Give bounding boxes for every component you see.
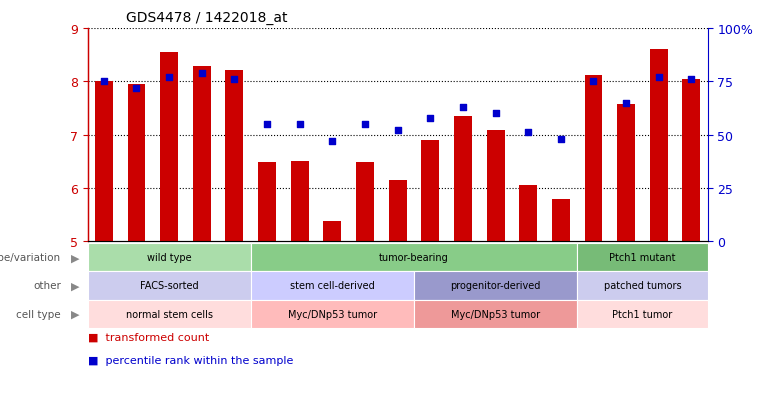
Text: tumor-bearing: tumor-bearing [379, 253, 449, 263]
Text: Ptch1 tumor: Ptch1 tumor [613, 309, 673, 319]
Bar [225, 70, 244, 242]
Bar [128, 85, 145, 242]
Bar [356, 163, 374, 242]
Point [555, 136, 567, 143]
Text: genotype/variation: genotype/variation [0, 253, 61, 263]
Point [489, 111, 501, 117]
Text: ▶: ▶ [72, 253, 80, 263]
Point [522, 130, 534, 136]
Point [457, 104, 469, 111]
Text: ■  percentile rank within the sample: ■ percentile rank within the sample [88, 355, 293, 365]
Text: ▶: ▶ [72, 281, 80, 291]
Text: stem cell-derived: stem cell-derived [290, 281, 374, 291]
Point [261, 121, 273, 128]
Bar [323, 221, 342, 242]
Bar [552, 199, 570, 242]
Bar [486, 131, 505, 242]
Bar [95, 82, 113, 242]
Text: Myc/DNp53 tumor: Myc/DNp53 tumor [288, 309, 377, 319]
Point [424, 115, 436, 121]
Text: Ptch1 mutant: Ptch1 mutant [610, 253, 676, 263]
Bar [683, 79, 700, 242]
Text: FACS-sorted: FACS-sorted [140, 281, 199, 291]
Point [228, 77, 240, 83]
Bar [291, 162, 309, 242]
Point [391, 128, 403, 134]
Bar [519, 186, 537, 242]
Bar [389, 180, 406, 242]
Text: GDS4478 / 1422018_at: GDS4478 / 1422018_at [126, 11, 287, 25]
Point [587, 79, 600, 85]
Bar [584, 76, 603, 242]
Text: patched tumors: patched tumors [603, 281, 681, 291]
Bar [193, 67, 211, 242]
Bar [454, 116, 472, 242]
Point [130, 85, 142, 92]
Point [620, 100, 632, 107]
Point [359, 121, 371, 128]
Point [163, 74, 175, 81]
Text: ■  transformed count: ■ transformed count [88, 332, 209, 342]
Text: ▶: ▶ [72, 309, 80, 319]
Text: wild type: wild type [147, 253, 192, 263]
Bar [160, 53, 178, 242]
Point [653, 74, 665, 81]
Point [196, 70, 208, 77]
Point [294, 121, 306, 128]
Text: other: other [33, 281, 61, 291]
Bar [650, 50, 667, 242]
Text: progenitor-derived: progenitor-derived [451, 281, 541, 291]
Point [97, 79, 110, 85]
Text: cell type: cell type [16, 309, 61, 319]
Bar [617, 104, 635, 242]
Bar [422, 140, 439, 242]
Bar [258, 163, 276, 242]
Text: Myc/DNp53 tumor: Myc/DNp53 tumor [451, 309, 540, 319]
Point [326, 138, 339, 145]
Point [686, 77, 698, 83]
Text: normal stem cells: normal stem cells [126, 309, 212, 319]
